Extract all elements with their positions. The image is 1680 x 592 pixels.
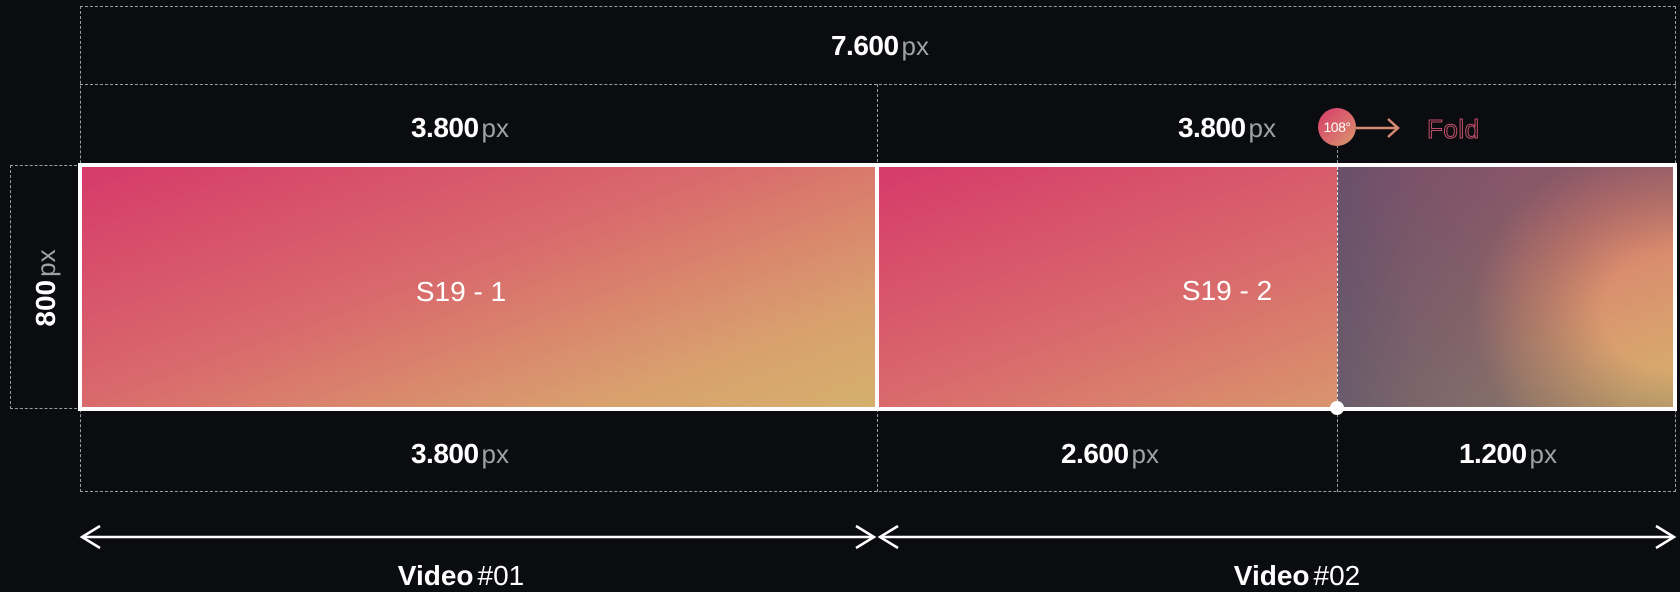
total-width-dimension: 7.600 px — [780, 30, 980, 62]
video-1-arrow — [79, 524, 877, 550]
video-2-word: Video — [1233, 560, 1310, 591]
total-width-value: 7.600 — [830, 30, 899, 61]
panel-s19-2 — [875, 163, 1677, 411]
top-segment-2-value: 3.800 — [1177, 112, 1246, 143]
total-width-unit: px — [901, 31, 930, 61]
video-1-tag: #01 — [477, 560, 525, 591]
fold-label: Fold — [1427, 114, 1480, 145]
top-segment-1-value: 3.800 — [410, 112, 479, 143]
top-segment-1-dimension: 3.800 px — [360, 112, 560, 144]
bottom-segment-3-dimension: 1.200 px — [1408, 438, 1608, 470]
panel-s19-1 — [78, 163, 879, 411]
bottom-segment-3-unit: px — [1529, 439, 1558, 469]
top-segment-1-unit: px — [481, 113, 510, 143]
top-segment-2-dimension: 3.800 px — [1127, 112, 1327, 144]
fold-angle-badge: 108° — [1318, 108, 1356, 146]
height-unit: px — [31, 249, 61, 277]
fold-line-on-panel — [1337, 167, 1338, 407]
fold-angle-value: 108° — [1323, 119, 1351, 135]
bottom-segment-1-value: 3.800 — [410, 438, 479, 469]
bottom-segment-2-dimension: 2.600 px — [1010, 438, 1210, 470]
video-2-label: Video #02 — [1234, 560, 1360, 592]
bottom-segment-1-unit: px — [481, 439, 510, 469]
total-width-row-divider — [80, 84, 1676, 85]
fold-arrow-icon — [1356, 118, 1400, 138]
video-2-arrow — [877, 524, 1677, 550]
fold-pin — [1330, 401, 1344, 415]
video-1-label: Video #01 — [398, 560, 524, 592]
bottom-segment-2-value: 2.600 — [1060, 438, 1129, 469]
height-value: 800 — [30, 279, 61, 327]
video-2-tag: #02 — [1313, 560, 1361, 591]
bottom-segment-3-value: 1.200 — [1458, 438, 1527, 469]
video-span-arrows — [79, 524, 1677, 550]
panel-1-label: S19 - 1 — [415, 276, 507, 307]
video-1-word: Video — [397, 560, 474, 591]
bottom-segment-2-unit: px — [1131, 439, 1160, 469]
height-dimension: 800 px — [30, 249, 62, 326]
panel-2-label: S19 - 2 — [1181, 275, 1273, 306]
bottom-segment-1-dimension: 3.800 px — [360, 438, 560, 470]
top-segment-2-unit: px — [1248, 113, 1277, 143]
